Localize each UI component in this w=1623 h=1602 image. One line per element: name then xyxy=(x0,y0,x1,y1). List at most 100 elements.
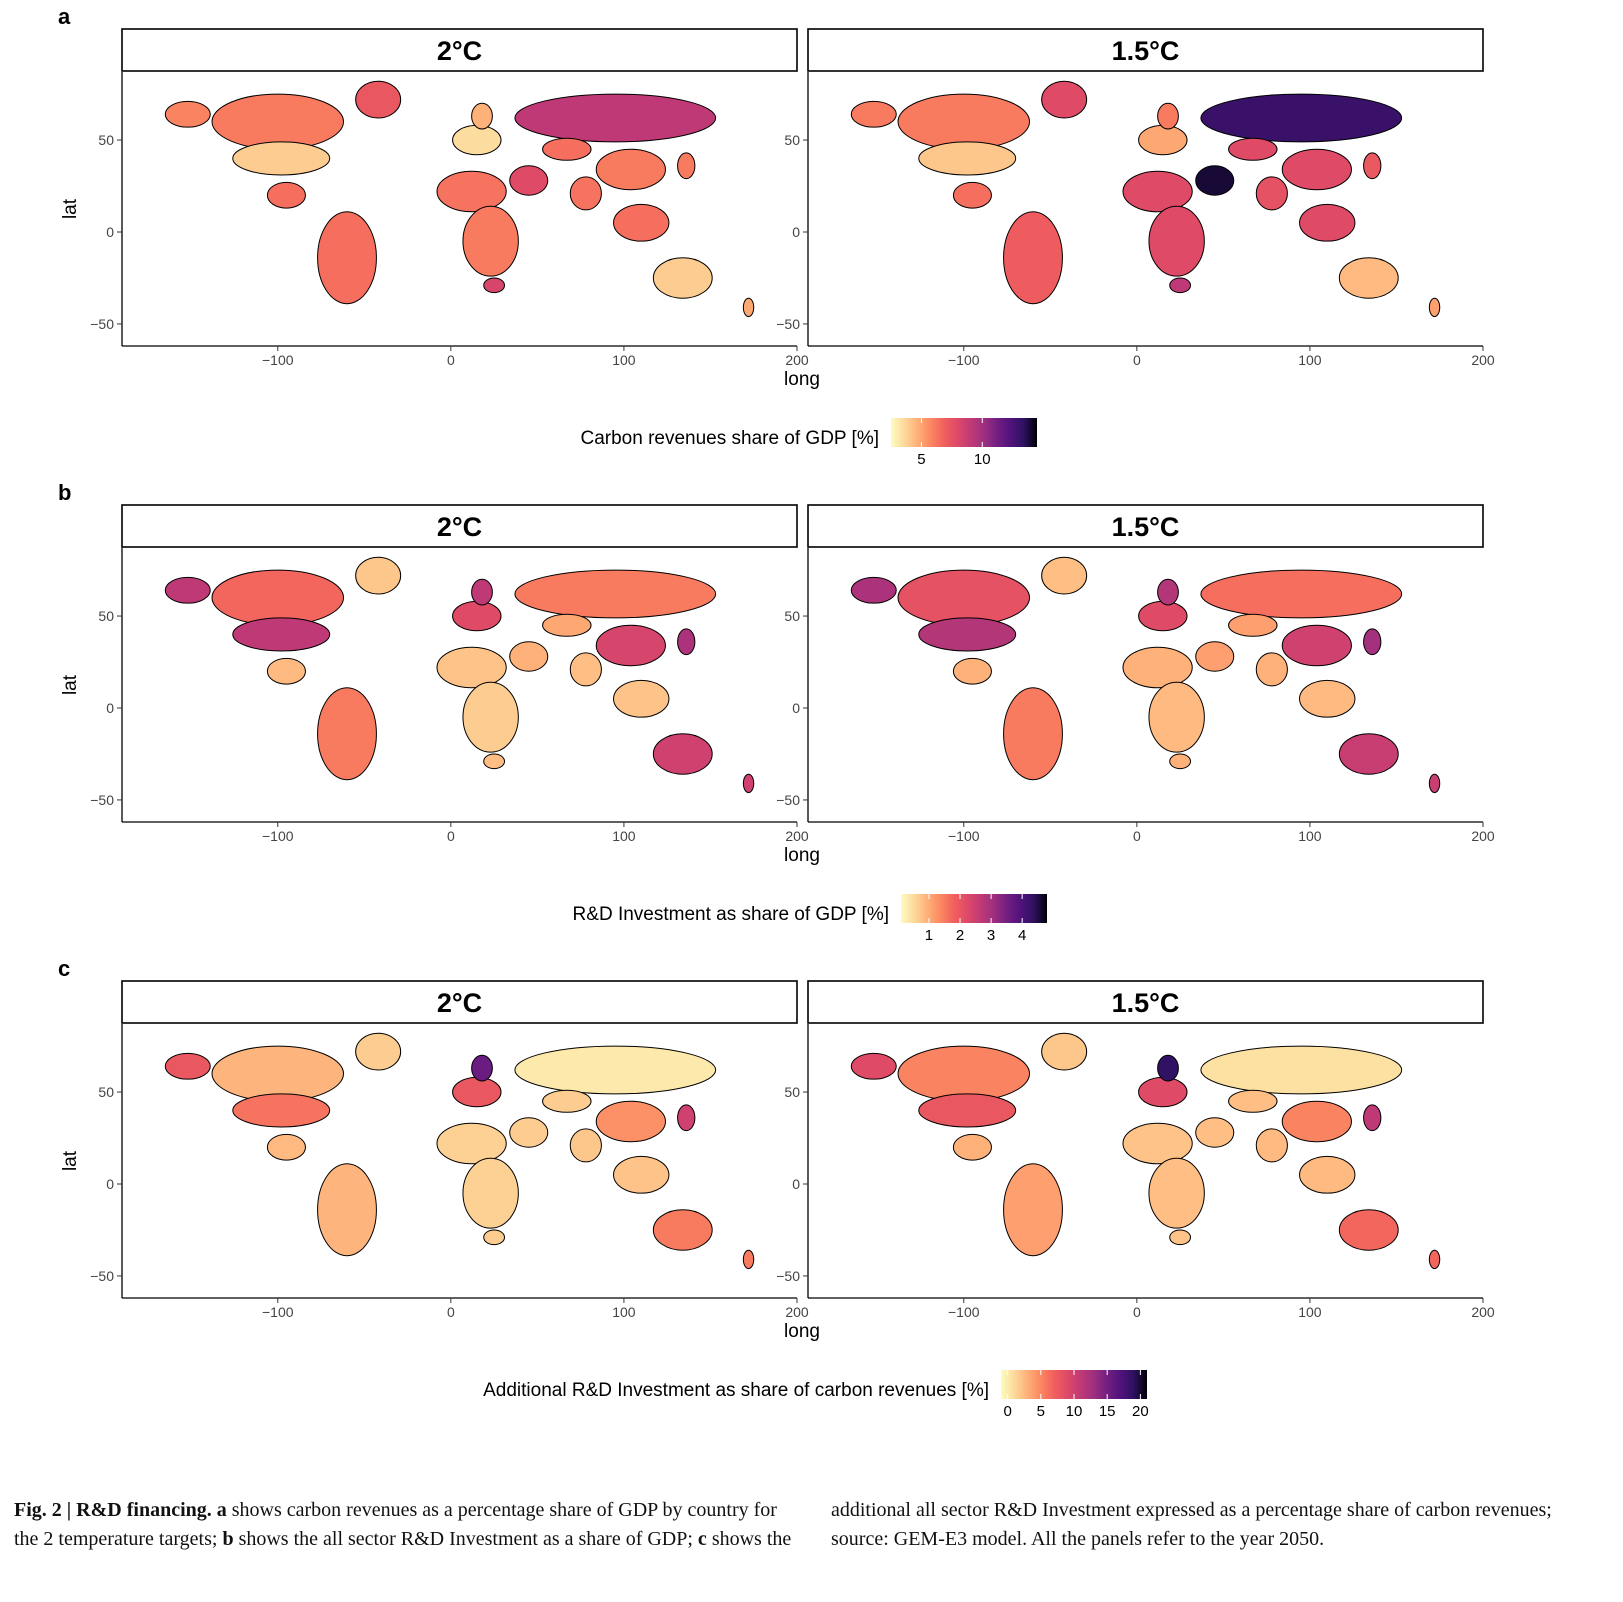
caption-c-letter: c xyxy=(697,1528,707,1550)
region-japan-and-korea xyxy=(677,628,696,656)
y-axis-title: lat xyxy=(60,1150,81,1171)
legend: Carbon revenues share of GDP [%] 5 10 xyxy=(580,418,1037,468)
region-greenland xyxy=(355,1032,402,1071)
region-united-states xyxy=(232,141,331,176)
y-tick-label: 50 xyxy=(784,1084,800,1100)
y-tick-label: 50 xyxy=(98,608,114,624)
region-russia xyxy=(514,93,717,143)
panel-a: a 2°C −100 0 100 200 50 0 −50 1.5°C −100 0 100 200 50 0… xyxy=(58,4,1495,468)
caption-b-text: shows the all sector R&D Investment as a… xyxy=(233,1528,698,1550)
figure-caption: Fig. 2 | R&D financing. a shows carbon r… xyxy=(14,1496,1614,1554)
region-europe xyxy=(1138,600,1188,632)
region-japan-and-korea xyxy=(1363,152,1382,180)
region-greenland xyxy=(1041,556,1088,595)
region-north-africa xyxy=(1122,1122,1193,1165)
legend-tick-label: 10 xyxy=(1066,1403,1083,1420)
legend-tick-label: 10 xyxy=(974,451,991,468)
x-tick-label: 200 xyxy=(1471,352,1495,368)
region-new-zealand xyxy=(1428,297,1441,318)
panel-letter: a xyxy=(58,4,71,29)
y-tick-label: 50 xyxy=(98,1084,114,1100)
region-united-states xyxy=(232,617,331,652)
region-southeast-asia xyxy=(1299,679,1356,718)
region-central-asia xyxy=(1228,613,1278,637)
region-scandinavia xyxy=(471,578,493,606)
x-tick-label: 0 xyxy=(1133,828,1141,844)
region-india xyxy=(569,1128,602,1163)
facet-title: 2°C xyxy=(437,988,482,1018)
y-tick-label: 50 xyxy=(784,608,800,624)
region-sub-saharan-africa xyxy=(462,205,519,277)
x-tick-label: 0 xyxy=(447,1304,455,1320)
region-sub-saharan-africa xyxy=(1148,681,1205,753)
region-north-africa xyxy=(436,1122,507,1165)
x-axis-title: long xyxy=(784,1321,820,1342)
region-russia xyxy=(1200,569,1403,619)
region-australia xyxy=(1338,257,1399,299)
map-regions xyxy=(164,80,755,318)
facet-title: 1.5°C xyxy=(1112,36,1180,66)
x-tick-label: 200 xyxy=(785,352,809,368)
region-new-zealand xyxy=(1428,773,1441,794)
region-russia xyxy=(1200,93,1403,143)
legend-tick-label: 3 xyxy=(987,927,995,944)
region-canada xyxy=(897,93,1031,150)
x-tick-label: −100 xyxy=(262,828,294,844)
region-north-africa xyxy=(436,170,507,213)
region-india xyxy=(1255,1128,1288,1163)
x-tick-label: 200 xyxy=(785,828,809,844)
facet-strip xyxy=(121,980,798,1024)
region-new-zealand xyxy=(742,773,755,794)
facet-title: 2°C xyxy=(437,36,482,66)
region-middle-east xyxy=(509,641,549,672)
region-middle-east xyxy=(1195,641,1235,672)
region-mexico-and-central-america xyxy=(266,1133,306,1161)
region-mexico-and-central-america xyxy=(266,181,306,209)
facet-1-5c: 1.5°C −100 0 100 200 50 0 −50 xyxy=(776,28,1495,368)
region-alaska xyxy=(850,1052,897,1080)
region-central-asia xyxy=(542,1089,592,1113)
region-central-asia xyxy=(542,613,592,637)
legend-tick-label: 20 xyxy=(1132,1403,1149,1420)
caption-fig-label: Fig. 2 | R&D financing. xyxy=(14,1499,212,1521)
region-central-asia xyxy=(542,137,592,161)
region-canada xyxy=(897,1045,1031,1102)
region-middle-east xyxy=(1195,165,1235,196)
y-tick-label: 0 xyxy=(106,1176,114,1192)
region-russia xyxy=(514,569,717,619)
legend-title: Additional R&D Investment as share of ca… xyxy=(483,1380,989,1401)
x-tick-label: 200 xyxy=(1471,1304,1495,1320)
region-greenland xyxy=(1041,1032,1088,1071)
y-tick-label: −50 xyxy=(776,792,800,808)
region-new-zealand xyxy=(742,1249,755,1270)
y-tick-label: −50 xyxy=(776,1268,800,1284)
region-japan-and-korea xyxy=(677,1104,696,1132)
region-middle-east xyxy=(509,165,549,196)
region-australia xyxy=(1338,1209,1399,1251)
y-tick-label: 50 xyxy=(784,132,800,148)
legend: R&D Investment as share of GDP [%] 1 2 3 4 xyxy=(573,894,1047,944)
region-north-africa xyxy=(1122,646,1193,689)
region-sub-saharan-africa xyxy=(462,1157,519,1229)
region-japan-and-korea xyxy=(1363,1104,1382,1132)
region-china xyxy=(1281,1100,1352,1143)
region-sub-saharan-africa xyxy=(1148,205,1205,277)
region-south-africa xyxy=(483,1229,506,1246)
facet-2c: 2°C −100 0 100 200 50 0 −50 xyxy=(90,980,809,1320)
region-scandinavia xyxy=(1157,578,1179,606)
facet-1-5c: 1.5°C −100 0 100 200 50 0 −50 xyxy=(776,980,1495,1320)
region-greenland xyxy=(355,80,402,119)
map-regions xyxy=(164,1032,755,1270)
legend-tick-label: 2 xyxy=(956,927,964,944)
region-greenland xyxy=(355,556,402,595)
region-north-africa xyxy=(1122,170,1193,213)
region-russia xyxy=(514,1045,717,1095)
y-tick-label: −50 xyxy=(90,1268,114,1284)
map-regions xyxy=(850,80,1441,318)
x-tick-label: 0 xyxy=(1133,1304,1141,1320)
x-tick-label: −100 xyxy=(948,1304,980,1320)
facet-1-5c: 1.5°C −100 0 100 200 50 0 −50 xyxy=(776,504,1495,844)
region-south-america xyxy=(1003,687,1063,781)
legend-title: Carbon revenues share of GDP [%] xyxy=(580,428,879,449)
region-canada xyxy=(211,569,345,626)
